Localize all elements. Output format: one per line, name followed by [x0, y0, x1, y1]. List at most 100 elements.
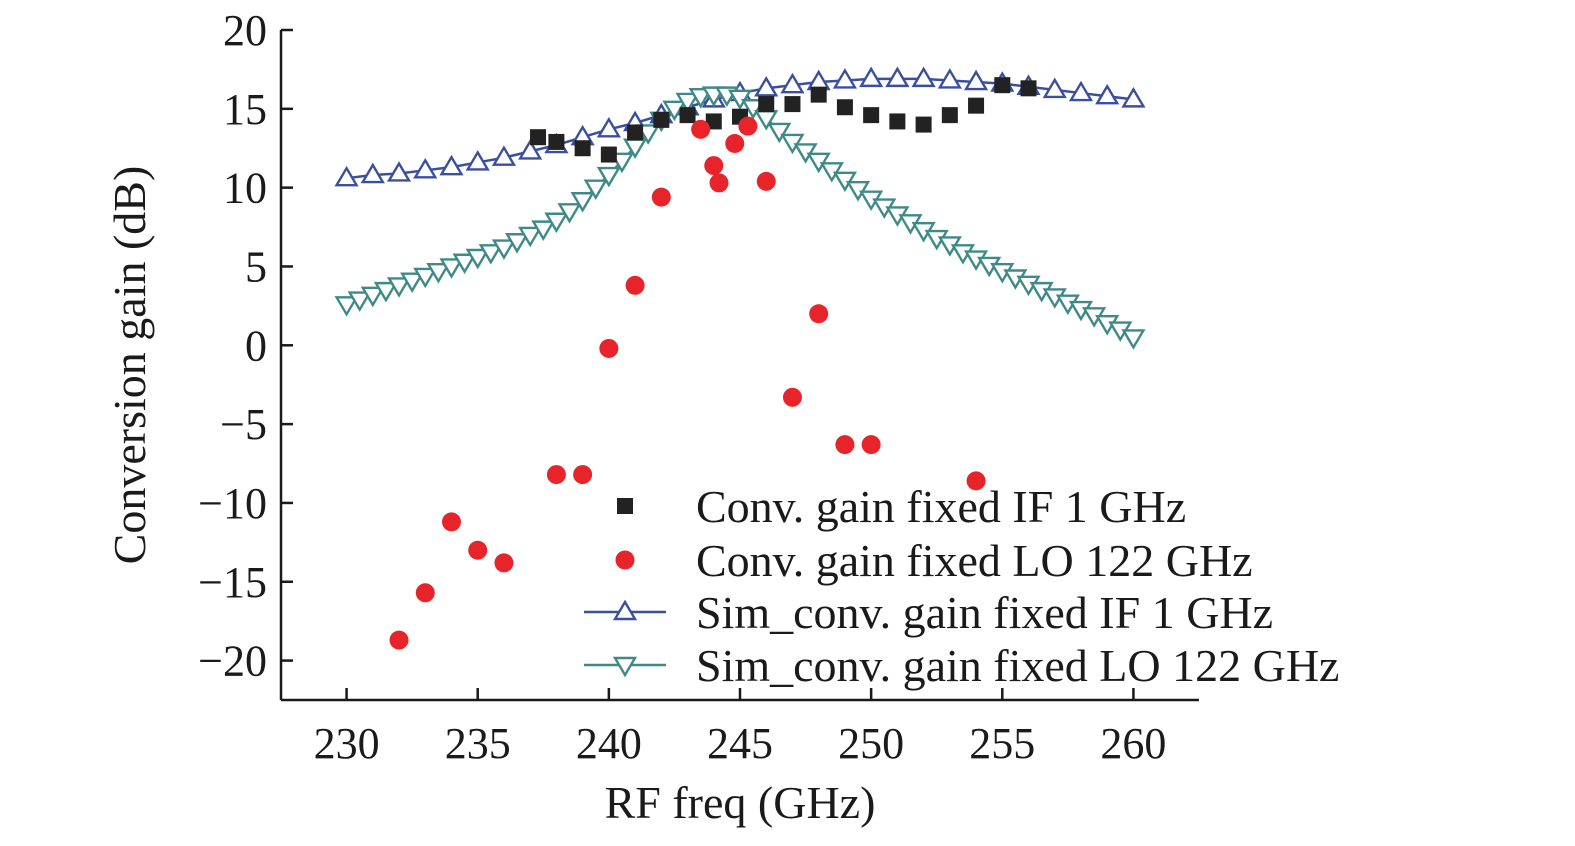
series-3-point — [688, 88, 713, 109]
series-2-point — [596, 116, 621, 138]
y-tick-label: −20 — [198, 637, 267, 686]
series-3-point — [413, 267, 438, 289]
series-2-point — [1068, 80, 1094, 102]
series-1-point — [709, 173, 729, 193]
series-1-point — [835, 435, 855, 455]
series-3-point — [491, 239, 517, 260]
x-tick-label: 250 — [838, 719, 904, 768]
series-1-point — [389, 630, 409, 650]
series-3-point — [518, 226, 543, 248]
series-3-point — [596, 166, 621, 188]
series-2-point — [754, 75, 779, 97]
legend-label-3: Sim_conv. gain fixed LO 122 GHz — [696, 640, 1339, 691]
series-1-point — [691, 119, 711, 139]
legend-marker-1 — [615, 550, 635, 570]
series-1-point — [809, 304, 829, 324]
y-tick-label: 10 — [223, 164, 267, 213]
series-2-point — [386, 161, 412, 182]
series-1-point — [625, 275, 645, 295]
series-3-point — [557, 203, 582, 224]
series-2-point — [439, 154, 464, 176]
x-tick-label: 235 — [445, 719, 511, 768]
series-0-point — [653, 111, 670, 128]
series-0-point — [889, 113, 906, 130]
series-0-point — [941, 107, 958, 124]
series-2-point — [911, 66, 936, 88]
series-3-point — [741, 99, 766, 120]
series-2-point — [963, 69, 989, 91]
series-1-point — [468, 540, 488, 560]
series-2-point — [465, 150, 490, 171]
x-tick-label: 240 — [576, 719, 642, 768]
series-3-point — [347, 291, 372, 312]
series-3-point — [636, 124, 661, 145]
series-1-point — [756, 171, 776, 191]
series-3-point — [373, 281, 399, 303]
series-0-point — [679, 107, 696, 124]
series-1-point — [782, 387, 802, 407]
markers — [334, 66, 1146, 650]
series-3-point — [452, 253, 477, 275]
y-tick-label: 0 — [245, 321, 267, 370]
series-0-point — [968, 97, 985, 114]
series-3-point — [426, 263, 451, 284]
series-1-point — [651, 187, 671, 207]
series-3-point — [544, 212, 569, 234]
series-0-point — [1020, 80, 1037, 97]
series-0-point — [784, 96, 801, 113]
series-1-point — [415, 583, 435, 603]
series-3-point — [465, 248, 490, 270]
series-1-point — [599, 338, 619, 358]
series-0-point — [836, 99, 853, 116]
series-0-point — [863, 107, 880, 124]
series-3-point — [360, 286, 385, 308]
series-2-point — [1121, 86, 1146, 108]
ticks: 20 15 10 5 0 −5 −10 −15 −20 230 235 240 245 250 255 260 — [198, 6, 1166, 768]
series-3-point — [1121, 329, 1146, 350]
series-0-point — [627, 124, 644, 141]
x-tick-label: 245 — [707, 719, 773, 768]
series-2-point — [937, 68, 962, 89]
series-0-point — [810, 86, 827, 103]
series-0-point — [574, 140, 591, 157]
series-3-point — [570, 192, 595, 213]
series-0-point — [530, 129, 547, 146]
series-2-point — [832, 68, 858, 89]
series-3-point — [400, 272, 425, 294]
series-2-point — [491, 145, 517, 166]
series-1-point — [725, 134, 745, 154]
series-2-point — [859, 66, 884, 88]
legend-marker-0 — [617, 498, 633, 514]
series-1-point — [738, 116, 758, 136]
series-0-point — [548, 133, 565, 150]
legend-marker-2 — [612, 599, 638, 621]
series-3-point — [439, 258, 464, 279]
y-tick-label: 20 — [223, 6, 267, 55]
series-0-point — [705, 113, 722, 130]
series-2-point — [518, 139, 543, 160]
series-1-point — [861, 435, 881, 455]
series-1-point — [966, 471, 986, 491]
series-0-point — [758, 96, 775, 113]
series-3-point — [583, 179, 608, 201]
y-tick-label: 5 — [245, 242, 267, 291]
series-2-point — [334, 165, 359, 187]
x-tick-label: 255 — [969, 719, 1035, 768]
series-1-point — [573, 465, 593, 485]
x-tick-label: 230 — [314, 719, 380, 768]
y-tick-label: −10 — [198, 479, 267, 528]
series-1-point — [441, 512, 461, 532]
legend-marker-3 — [612, 656, 638, 678]
series-3-point — [662, 100, 687, 122]
y-tick-label: −15 — [198, 558, 267, 607]
series-2-point — [1042, 77, 1067, 99]
series-2-point — [413, 157, 438, 179]
y-tick-label: 15 — [223, 85, 267, 134]
legend-label-1: Conv. gain fixed LO 122 GHz — [696, 535, 1253, 586]
x-tick-label: 260 — [1100, 719, 1166, 768]
series-2-point — [885, 66, 910, 88]
series-1-point — [494, 553, 514, 573]
series-3-point — [334, 296, 359, 317]
